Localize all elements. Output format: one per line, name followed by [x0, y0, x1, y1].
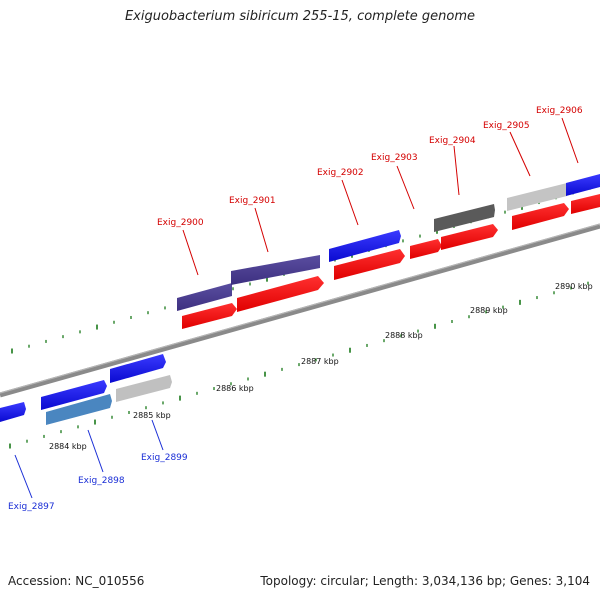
map-title: Exiguobacterium sibiricum 255-15, comple… — [124, 9, 476, 24]
lower-features — [0, 354, 172, 425]
gene-label-exig-2905[interactable]: Exig_2905 — [483, 121, 530, 131]
scale-label-2885: 2885 kbp — [133, 411, 171, 420]
scale-label-2888: 2888 kbp — [385, 331, 423, 340]
cds-red-1[interactable] — [182, 303, 237, 329]
scale-label-2886: 2886 kbp — [216, 384, 254, 393]
cds-purple-exig-2901[interactable] — [231, 255, 320, 285]
upper-features — [177, 174, 600, 329]
gene-label-exig-2904[interactable]: Exig_2904 — [429, 136, 476, 146]
genome-summary: Topology: circular; Length: 3,034,136 bp… — [260, 574, 590, 588]
cds-blue-exig-2906[interactable] — [566, 174, 600, 196]
upper-gene-labels: Exig_2900 Exig_2901 Exig_2902 Exig_2903 … — [157, 106, 583, 228]
scale-label-2884: 2884 kbp — [49, 442, 87, 451]
gene-label-exig-2898[interactable]: Exig_2898 — [78, 476, 125, 486]
scale-labels: 2884 kbp 2885 kbp 2886 kbp 2887 kbp 2888… — [49, 282, 593, 451]
cds-blue-exig-2897[interactable] — [0, 402, 26, 422]
cds-red-3[interactable] — [334, 249, 405, 280]
scale-label-2889: 2889 kbp — [470, 306, 508, 315]
gene-label-exig-2897[interactable]: Exig_2897 — [8, 502, 55, 512]
cds-gray-exig-2905[interactable] — [507, 183, 567, 211]
scale-label-2887: 2887 kbp — [301, 357, 339, 366]
genome-backbone — [0, 223, 600, 398]
cds-blue-b[interactable] — [110, 354, 166, 383]
gene-label-exig-2906[interactable]: Exig_2906 — [536, 106, 583, 116]
cds-purple-exig-2900[interactable] — [177, 283, 232, 311]
gene-label-exig-2903[interactable]: Exig_2903 — [371, 153, 418, 163]
gene-label-exig-2899[interactable]: Exig_2899 — [141, 453, 188, 463]
cds-blue-a[interactable] — [41, 380, 107, 410]
cds-steelblue-exig-2898[interactable] — [46, 394, 112, 425]
cds-blue-exig-2902[interactable] — [329, 230, 401, 262]
cds-red-2[interactable] — [237, 276, 324, 312]
scale-label-2890: 2890 kbp — [555, 282, 593, 291]
label-leaders — [14, 117, 579, 499]
cds-red-6[interactable] — [512, 203, 569, 230]
lower-tick-track — [9, 281, 589, 449]
cds-darkgray-exig-2904[interactable] — [434, 204, 495, 232]
cds-red-4[interactable] — [410, 239, 442, 259]
cds-red-5[interactable] — [441, 224, 498, 250]
gene-label-exig-2901[interactable]: Exig_2901 — [229, 196, 276, 206]
cds-gray-exig-2899[interactable] — [116, 375, 172, 402]
cds-red-7[interactable] — [571, 194, 600, 214]
gene-label-exig-2900[interactable]: Exig_2900 — [157, 218, 204, 228]
lower-gene-labels: Exig_2897 Exig_2898 Exig_2899 — [8, 453, 188, 512]
gene-label-exig-2902[interactable]: Exig_2902 — [317, 168, 364, 178]
accession-label: Accession: NC_010556 — [8, 574, 145, 588]
